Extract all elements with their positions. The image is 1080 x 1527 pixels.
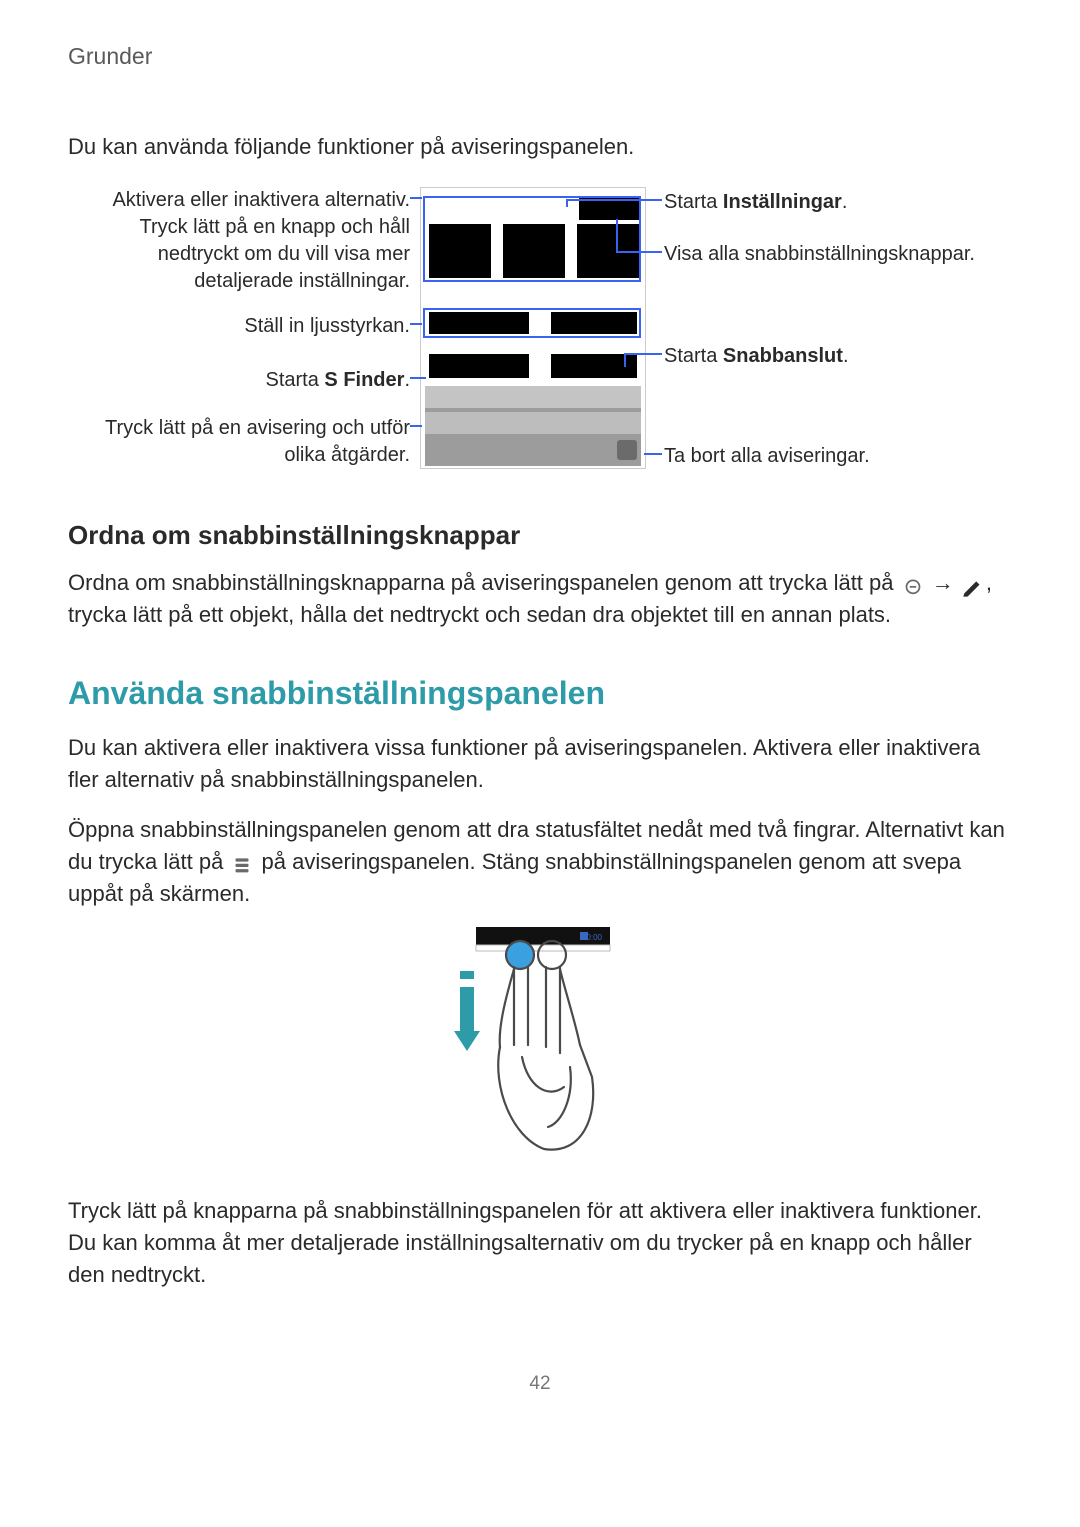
para-use-3: Tryck lätt på knapparna på snabbinställn…	[68, 1195, 1012, 1291]
callout-right-3-bold: Snabbanslut	[723, 345, 843, 367]
clear-icon	[617, 440, 637, 460]
heading-use-panel: Använda snabbinställningspanelen	[68, 671, 1012, 716]
hand-icon	[498, 941, 593, 1150]
page-header: Grunder	[68, 40, 1012, 72]
arrow-glyph: →	[932, 570, 954, 595]
callout-left-3-plain: Starta	[266, 369, 325, 391]
callout-left-4: Tryck lätt på en avisering och utför oli…	[68, 415, 410, 469]
para-use-1: Du kan aktivera eller inaktivera vissa f…	[68, 732, 1012, 796]
qs-tile-1	[429, 224, 491, 278]
callout-right-1-tail: .	[842, 191, 848, 213]
notification-panel-diagram: Aktivera eller inaktivera alternativ. Tr…	[68, 187, 1012, 477]
swipe-down-arrow-icon	[454, 971, 480, 1051]
callout-left-3: Starta S Finder.	[68, 367, 410, 394]
statusbar-time: 00:00	[582, 933, 603, 942]
callout-left-3-tail: .	[404, 369, 410, 391]
sfinder-btn	[429, 354, 529, 378]
panel-screenshot	[420, 187, 646, 469]
heading-reorder: Ordna om snabbinställningsknappar	[68, 517, 1012, 553]
notif-row2	[425, 412, 641, 434]
callout-left-1: Aktivera eller inaktivera alternativ. Tr…	[68, 187, 410, 295]
brightness-right	[551, 312, 637, 334]
notif-row1	[425, 386, 641, 408]
two-finger-swipe-figure: 00:00	[68, 927, 1012, 1167]
para-use-2: Öppna snabbinställningspanelen genom att…	[68, 814, 1012, 910]
page-number: 42	[68, 1371, 1012, 1398]
callout-right-3-tail: .	[843, 345, 849, 367]
callout-right-1-plain: Starta	[664, 191, 723, 213]
pencil-icon	[960, 575, 986, 595]
intro-paragraph: Du kan använda följande funktioner på av…	[68, 132, 1012, 163]
expand-icon	[900, 575, 926, 595]
callout-left-3-bold: S Finder	[324, 369, 404, 391]
qs-tile-2	[503, 224, 565, 278]
para-reorder-pre: Ordna om snabbinställningsknapparna på a…	[68, 570, 900, 595]
callout-right-1-bold: Inställningar	[723, 191, 842, 213]
expand-panel-icon	[229, 853, 255, 873]
callout-right-4: Ta bort alla aviseringar.	[664, 443, 1004, 470]
callout-right-3: Starta Snabbanslut.	[664, 343, 1004, 370]
brightness-left	[429, 312, 529, 334]
top-right-icons	[579, 198, 639, 220]
callout-right-3-plain: Starta	[664, 345, 723, 367]
callout-left-2: Ställ in ljusstyrkan.	[68, 313, 410, 340]
callout-right-2: Visa alla snabbinställningsknappar.	[664, 241, 1004, 268]
callout-right-1: Starta Inställningar.	[664, 189, 1004, 216]
para-reorder: Ordna om snabbinställningsknapparna på a…	[68, 567, 1012, 631]
